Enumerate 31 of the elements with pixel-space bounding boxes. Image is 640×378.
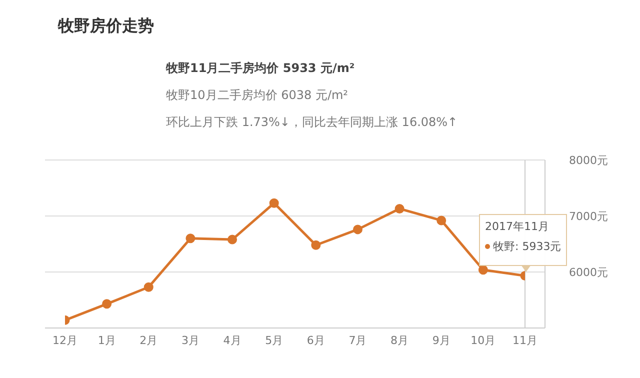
text: 环比上月下跌 1.73%↓，同比去年同期上涨 16.08%↑ — [166, 114, 458, 131]
y-tick-label: 6000元 — [569, 266, 608, 279]
y-tick-label: 7000元 — [569, 210, 608, 223]
point — [311, 240, 321, 250]
x-tick-label: 3月 — [181, 334, 200, 347]
annotation: 牧野: 5933元 — [493, 238, 562, 254]
point — [102, 299, 112, 309]
x-tick-label: 11月 — [512, 334, 538, 347]
point — [478, 265, 488, 275]
point — [186, 234, 196, 244]
y-tick-label: 8000元 — [569, 154, 608, 167]
x-tick-label: 8月 — [390, 334, 409, 347]
x-tick-label: 1月 — [98, 334, 116, 347]
x-tick-label: 4月 — [223, 334, 242, 347]
x-tick-label: 6月 — [306, 334, 325, 347]
x-tick-label: 10月 — [470, 334, 496, 347]
annotation: 2017年11月 — [485, 218, 549, 234]
point — [352, 224, 362, 234]
point — [228, 234, 238, 244]
x-tick-label: 9月 — [432, 334, 450, 347]
point — [436, 216, 446, 226]
x-tick-label: 7月 — [348, 334, 367, 347]
x-tick-label: 12月 — [52, 334, 78, 347]
point — [144, 282, 154, 292]
text: 牧野11月二手房均价 5933 元/m² — [166, 60, 355, 77]
point — [269, 198, 279, 208]
x-tick-label: 5月 — [265, 334, 284, 347]
text: 牧野10月二手房均价 6038 元/m² — [166, 87, 348, 104]
x-tick-label: 2月 — [140, 334, 158, 347]
point — [394, 204, 404, 214]
chart-title: 牧野房价走势 — [58, 16, 154, 37]
